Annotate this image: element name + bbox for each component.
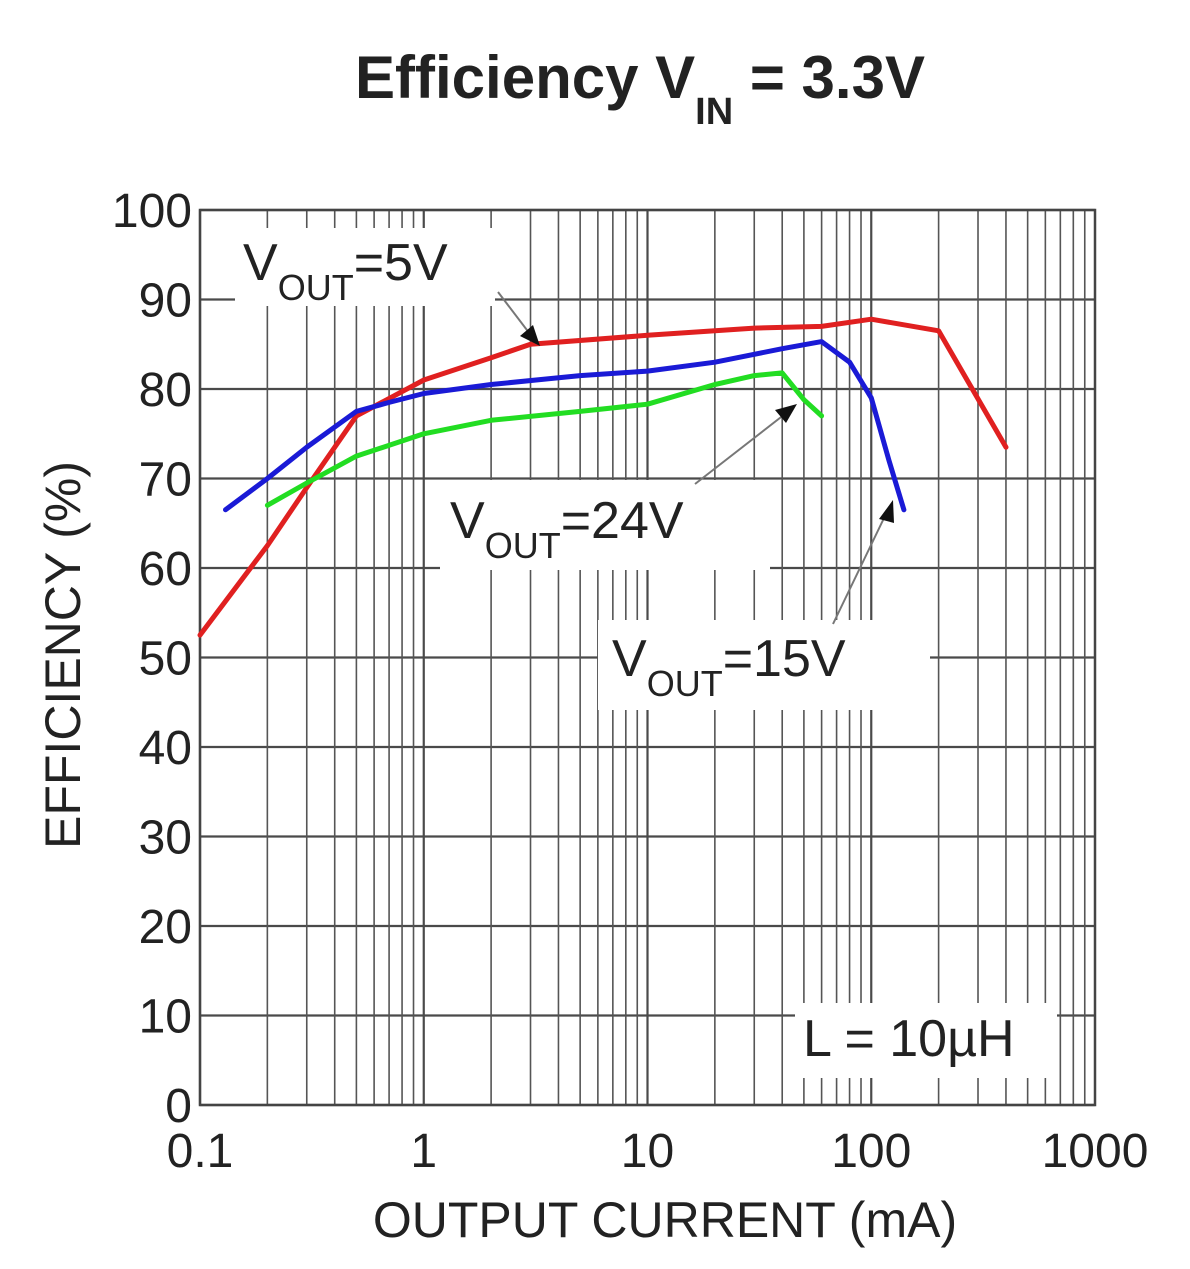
annotation-vout-15v-v: V — [612, 630, 647, 688]
annotations: VOUT=5V VOUT=24V VOUT=15V L = 10µH — [235, 228, 1057, 1078]
y-tick-label: 70 — [139, 454, 192, 507]
x-tick-label: 10 — [621, 1125, 674, 1178]
annotation-inductor-bg — [795, 1003, 1057, 1078]
y-tick-label: 0 — [165, 1080, 192, 1133]
x-tick-label: 1 — [410, 1125, 437, 1178]
y-tick-label: 20 — [139, 901, 192, 954]
x-tick-labels: 0.1 1 10 100 1000 — [167, 1125, 1149, 1178]
annotation-vout-24v-arrowhead — [775, 404, 797, 423]
series-line-vout-5v — [197, 316, 1009, 638]
annotation-vout-24v-tail: =24V — [561, 492, 684, 550]
x-tick-label: 1000 — [1042, 1125, 1149, 1178]
y-tick-label: 50 — [139, 633, 192, 686]
chart-title-main: Efficiency V — [355, 44, 695, 111]
plot-frame — [198, 208, 1097, 1107]
x-tick-label: 0.1 — [167, 1125, 234, 1178]
annotation-vout-24v-v: V — [450, 492, 485, 550]
y-tick-labels: 0 10 20 30 40 50 60 70 80 90 100 — [112, 185, 192, 1133]
plot-area — [197, 208, 1097, 1107]
annotation-vout-15v-tail: =15V — [723, 630, 846, 688]
annotation-vout-24v-pointer — [694, 413, 786, 485]
x-tick-label: 100 — [831, 1125, 911, 1178]
annotation-inductor: L = 10µH — [803, 1010, 1015, 1068]
annotation-vout-15v-arrowhead — [879, 500, 894, 523]
x-axis-label: OUTPUT CURRENT (mA) — [373, 1192, 957, 1248]
y-tick-label: 100 — [112, 185, 192, 238]
y-tick-label: 40 — [139, 722, 192, 775]
chart-title-subscript: IN — [695, 91, 733, 133]
y-tick-label: 90 — [139, 275, 192, 328]
series-group — [197, 316, 1009, 638]
chart-title: Efficiency VIN = 3.3V — [355, 44, 925, 133]
y-axis-label: EFFICIENCY (%) — [35, 461, 91, 849]
chart-title-tail: = 3.3V — [733, 44, 925, 111]
annotation-vout-5v-arrowhead — [520, 325, 540, 346]
series-line-vout-24v — [264, 370, 825, 508]
series-line-vout-15v — [223, 339, 907, 513]
annotation-vout-15v: VOUT=15V — [612, 630, 846, 704]
annotation-vout-5v-bg — [235, 228, 495, 306]
y-tick-label: 80 — [139, 364, 192, 417]
annotation-vout-15v-pointer — [832, 515, 886, 625]
annotation-vout-15v-bg — [598, 620, 930, 710]
annotation-vout-15v-sub: OUT — [647, 663, 723, 704]
annotation-vout-5v-tail: =5V — [354, 234, 448, 292]
y-tick-label: 10 — [139, 991, 192, 1044]
y-tick-label: 60 — [139, 543, 192, 596]
y-tick-label: 30 — [139, 812, 192, 865]
annotation-vout-24v-sub: OUT — [485, 525, 561, 566]
annotation-vout-5v: VOUT=5V — [243, 234, 448, 308]
annotation-vout-24v: VOUT=24V — [450, 492, 684, 566]
annotation-vout-5v-sub: OUT — [278, 267, 354, 308]
annotation-vout-24v-bg — [440, 480, 770, 570]
annotation-vout-5v-v: V — [243, 234, 278, 292]
